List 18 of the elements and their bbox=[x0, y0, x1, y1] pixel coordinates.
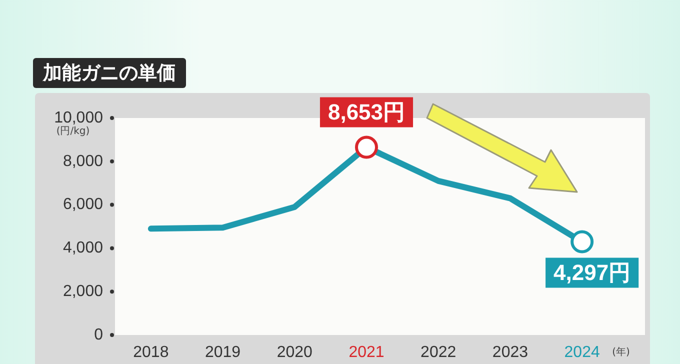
x-tick-label: 2022 bbox=[420, 344, 456, 362]
x-tick-label: 2018 bbox=[133, 344, 169, 362]
x-tick-label: 2023 bbox=[492, 344, 528, 362]
y-tick-label: 10,000 bbox=[54, 109, 104, 126]
x-tick-label: 2019 bbox=[204, 344, 241, 362]
y-axis-title: (円/kg) bbox=[56, 126, 90, 137]
annotation: 4,297円 bbox=[554, 260, 631, 285]
y-tick-label: 8,000 bbox=[62, 152, 104, 170]
x-tick-label: 2020 bbox=[276, 344, 313, 362]
y-tick-label: 0 bbox=[94, 326, 104, 344]
x-tick-label: 2021 bbox=[348, 344, 384, 362]
chart-title: 加能ガニの単価 bbox=[33, 58, 186, 88]
x-axis-title: (年) bbox=[612, 346, 630, 358]
annotation: 8,653円 bbox=[328, 99, 406, 124]
y-tick-label: 2,000 bbox=[62, 283, 104, 300]
y-tick-label: 6,000 bbox=[62, 196, 104, 214]
y-tick-label: 4,000 bbox=[62, 240, 104, 257]
x-tick-label: 2024 bbox=[564, 344, 600, 362]
